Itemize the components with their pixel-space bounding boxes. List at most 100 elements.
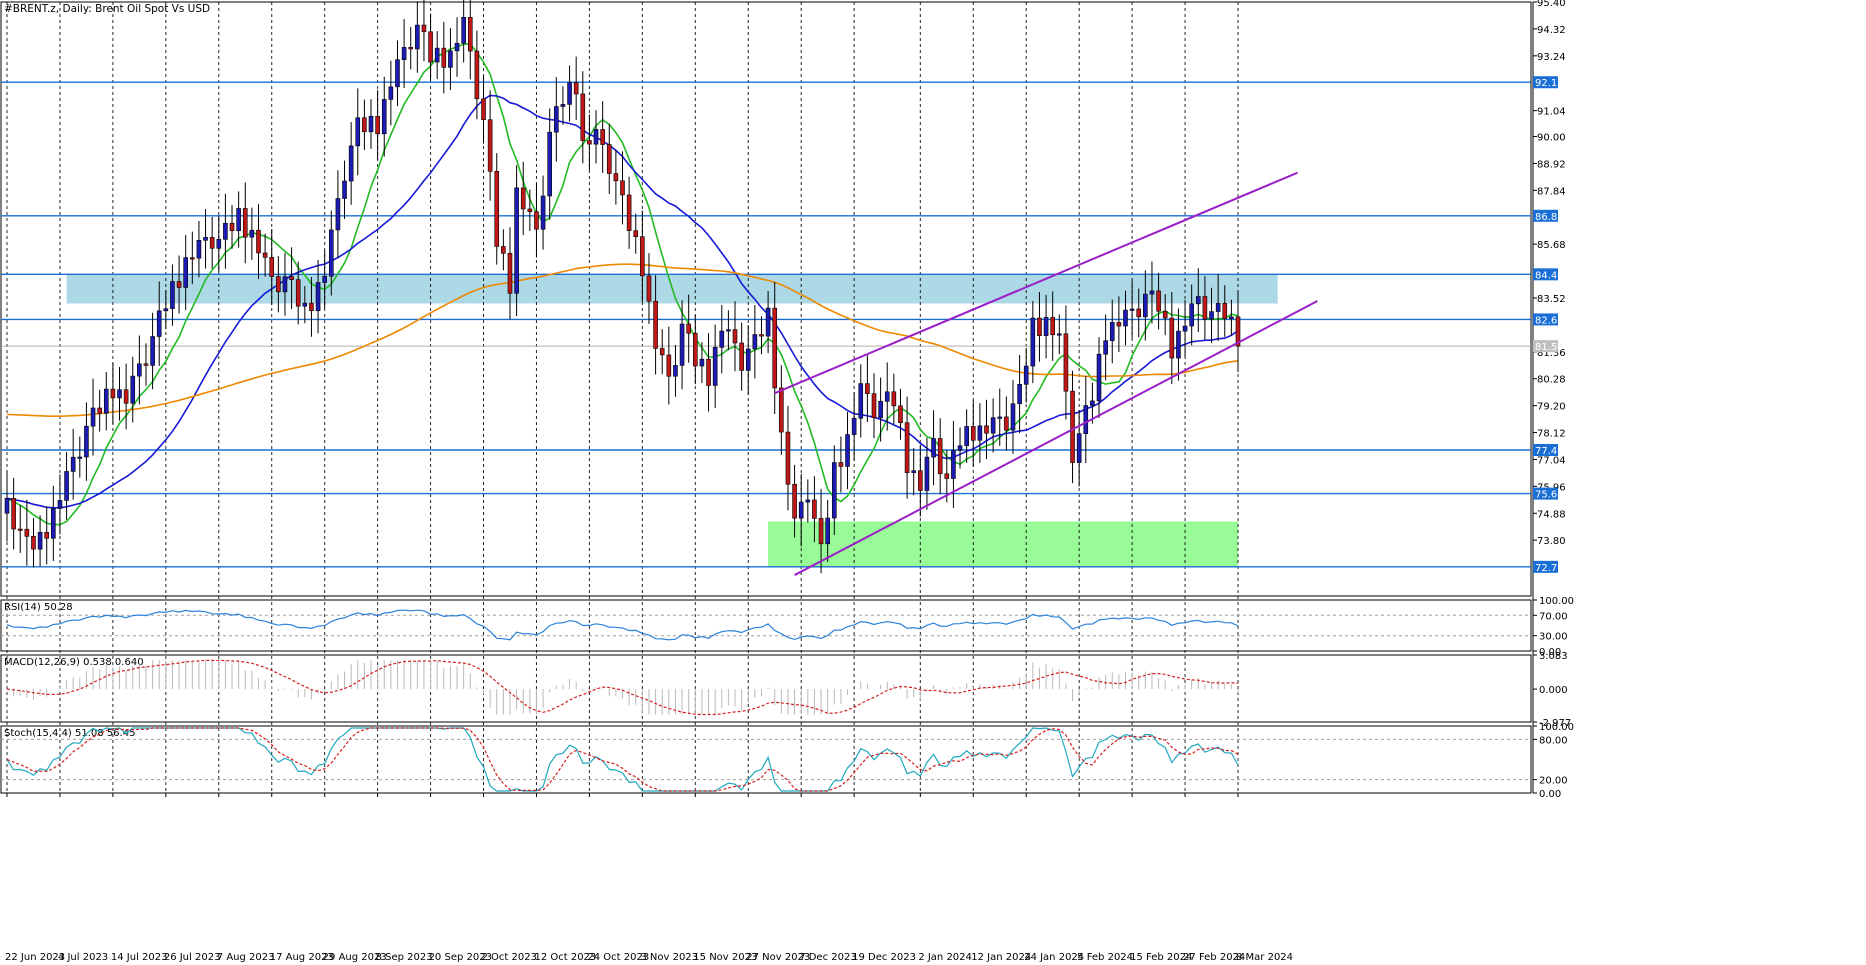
- x-tick-label: 2 Oct 2023: [482, 952, 537, 963]
- candle-body: [190, 257, 195, 260]
- candle-body: [600, 129, 605, 145]
- candle-body: [964, 426, 969, 447]
- candle-body: [262, 252, 268, 258]
- candle-body: [1103, 340, 1108, 355]
- candle-body: [560, 104, 566, 107]
- indicator-tick-label: 80.00: [1539, 735, 1568, 746]
- candle-body: [540, 195, 546, 230]
- price-tick-label: 93.24: [1537, 52, 1566, 63]
- candle-body: [395, 59, 400, 88]
- candle-body: [1037, 317, 1042, 336]
- candle-body: [686, 323, 691, 334]
- candle-body: [401, 47, 407, 60]
- channel-upper-line[interactable]: [774, 171, 1298, 395]
- price-tick-label: 87.84: [1537, 186, 1566, 197]
- candle-body: [1156, 290, 1161, 312]
- candle-body: [1076, 433, 1082, 463]
- candle-body: [282, 276, 288, 293]
- candle-body: [342, 180, 347, 199]
- current-price-label: 81.59: [1535, 342, 1564, 353]
- candle-body: [891, 391, 897, 407]
- candle-body: [494, 171, 500, 247]
- candle-body: [1030, 317, 1036, 367]
- candle-body: [547, 131, 552, 197]
- price-tick-label: 88.92: [1537, 159, 1566, 170]
- candle-body: [904, 422, 910, 473]
- x-tick-label: 27 Nov 2023: [746, 952, 810, 963]
- candle-body: [448, 50, 453, 68]
- level-price-tag: [1533, 76, 1558, 89]
- indicator-tick-label: 100.00: [1539, 596, 1574, 607]
- candle-body: [130, 375, 136, 404]
- candle-body: [328, 229, 334, 277]
- candle-body: [1222, 303, 1228, 319]
- candle-body: [335, 198, 341, 231]
- candle-body: [24, 528, 30, 537]
- candle-body: [408, 47, 414, 50]
- x-tick-label: 5 Feb 2024: [1077, 952, 1133, 963]
- x-tick-label: 7 Dec 2023: [799, 952, 857, 963]
- candle-body: [4, 498, 10, 514]
- channel-lower-line[interactable]: [794, 300, 1318, 576]
- x-tick-label: 8 Mar 2024: [1236, 952, 1293, 963]
- candle-body: [699, 358, 705, 367]
- x-tick-label: 12 Oct 2023: [534, 952, 596, 963]
- candle-body: [1182, 325, 1188, 332]
- candle-body: [997, 416, 1003, 419]
- x-tick-label: 29 Aug 2023: [323, 952, 387, 963]
- candle-body: [355, 117, 361, 147]
- level-price-tag: [1533, 443, 1558, 456]
- candle-body: [1096, 353, 1102, 402]
- candle-body: [745, 348, 751, 371]
- candle-body: [825, 517, 830, 545]
- candle-body: [1162, 310, 1168, 319]
- candle-body: [851, 417, 857, 435]
- candle-body: [673, 365, 678, 377]
- candle-body: [1083, 405, 1089, 434]
- candle-body: [487, 119, 493, 172]
- candle-body: [1123, 309, 1128, 327]
- price-tick-label: 95.40: [1537, 0, 1566, 9]
- panel-frame-2: [0, 654, 1532, 723]
- indicator-tick-label: 0.000: [1539, 685, 1568, 696]
- level-price-label: 86.82: [1535, 212, 1564, 223]
- candle-body: [441, 47, 447, 68]
- candle-body: [1195, 296, 1201, 305]
- x-tick-label: 15 Feb 2024: [1130, 952, 1192, 963]
- candle-body: [957, 445, 963, 451]
- candle-body: [679, 323, 685, 366]
- indicator-tick-label: 30.00: [1539, 632, 1568, 643]
- candle-body: [97, 407, 102, 414]
- candle-body: [322, 275, 327, 283]
- candle-body: [123, 389, 129, 404]
- indicator-tick-label: 0.00: [1539, 647, 1561, 658]
- x-tick-label: 14 Jul 2023: [111, 952, 168, 963]
- price-tick-label: 90.00: [1537, 133, 1566, 144]
- price-tick-label: 94.32: [1537, 25, 1566, 36]
- candle-body: [1057, 333, 1062, 336]
- channel-layer[interactable]: [774, 171, 1318, 576]
- panel-frame-0: [0, 1, 1532, 597]
- candle-body: [990, 417, 996, 434]
- candle-body: [1116, 322, 1122, 327]
- candle-body: [474, 50, 480, 100]
- candle-body: [640, 236, 645, 277]
- price-tick-label: 83.52: [1537, 294, 1566, 305]
- candle-body: [931, 438, 936, 458]
- candle-body: [527, 208, 533, 212]
- candle-body: [620, 180, 625, 196]
- candle-body: [163, 308, 169, 312]
- candle-body: [481, 98, 486, 121]
- candle-body: [838, 462, 844, 467]
- candle-body: [1004, 416, 1009, 431]
- candle-body: [805, 499, 811, 503]
- candle-body: [31, 536, 36, 550]
- level-price-label: 75.67: [1535, 490, 1564, 501]
- candle-body: [1109, 322, 1115, 341]
- candle-body: [845, 434, 850, 467]
- candle-body: [606, 144, 612, 174]
- candle-body: [653, 300, 658, 349]
- candle-body: [381, 99, 387, 135]
- panel-frame-1: [0, 599, 1532, 652]
